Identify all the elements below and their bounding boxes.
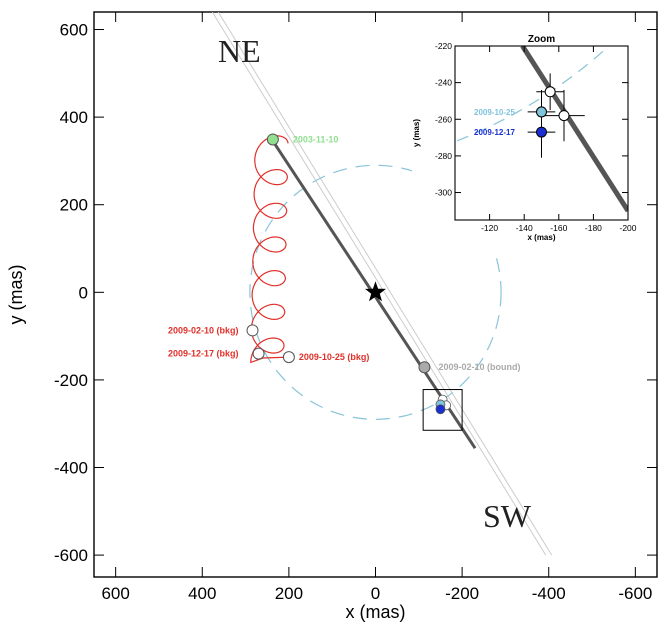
y-tick-label: 400 <box>60 108 88 127</box>
point-label: 2009-12-17 (bkg) <box>168 349 239 359</box>
data-point <box>435 404 446 415</box>
zoom-y-axis-label: y (mas) <box>412 119 421 147</box>
y-tick-label: 600 <box>60 21 88 40</box>
zoom-region-box <box>422 389 463 431</box>
direction-label-sw: SW <box>483 498 532 534</box>
data-point <box>252 347 265 360</box>
zoom-point-labels: 2009-10-25 2009-12-17 <box>474 108 515 137</box>
zoom-inset: 2009-10-25 2009-12-17 -120 -140 -160 -180 -20… <box>412 30 642 255</box>
main-axis-ticks: 600 400 200 0 -200 -400 -600 -600 -400 -200 0 200 40… <box>54 12 657 603</box>
host-star-marker <box>365 281 386 302</box>
zoom-background <box>412 30 642 255</box>
zoom-plot-frame <box>454 45 629 221</box>
zoom-data-point <box>536 106 547 118</box>
y-tick-label: -200 <box>54 371 88 390</box>
zoom-plot-area <box>455 46 628 213</box>
zoom-point-label: 2009-10-25 <box>474 108 515 117</box>
main-plot-area <box>211 12 553 556</box>
data-point <box>418 361 431 374</box>
point-label: 2009-02-10 (bkg) <box>168 325 239 335</box>
data-point <box>282 351 295 364</box>
y-tick-label: 200 <box>60 196 88 215</box>
point-labels: 2003-11-10 2009-02-10 (bound) 2009-02-10 (… <box>168 134 521 372</box>
zoom-x-axis-label: x (mas) <box>527 233 555 242</box>
x-tick-label: 0 <box>371 584 380 603</box>
data-point <box>246 324 259 337</box>
x-tick-label: 200 <box>275 584 303 603</box>
x-tick-label: 400 <box>188 584 216 603</box>
zoom-data-point <box>536 126 547 138</box>
track-extension-line <box>211 12 547 556</box>
x-tick-label: 600 <box>101 584 129 603</box>
point-label: 2009-10-25 (bkg) <box>299 352 370 362</box>
zoom-x-tick-label: -140 <box>516 223 533 233</box>
zoom-x-tick-label: -120 <box>481 223 498 233</box>
zoom-y-tick-label: -240 <box>435 78 452 88</box>
x-tick-label: -400 <box>532 584 566 603</box>
y-tick-label: -600 <box>54 546 88 565</box>
zoom-y-tick-label: -300 <box>435 188 452 198</box>
point-label: 2003-11-10 <box>293 134 339 144</box>
zoom-y-tick-label: -280 <box>435 151 452 161</box>
point-label: 2009-02-10 (bound) <box>438 362 520 372</box>
track-extension-line <box>217 12 553 556</box>
background-motion-track <box>250 135 289 364</box>
x-tick-label: -600 <box>618 584 652 603</box>
zoom-data-point <box>544 86 556 98</box>
zoom-point-label: 2009-12-17 <box>474 128 515 137</box>
y-tick-label: 0 <box>79 283 88 302</box>
x-tick-label: -200 <box>445 584 479 603</box>
main-plot: 600 400 200 0 -200 -400 -600 -600 -400 -200 0 200 40… <box>6 11 658 622</box>
zoom-x-tick-label: -200 <box>619 223 636 233</box>
y-tick-label: -400 <box>54 459 88 478</box>
zoom-x-tick-label: -160 <box>550 223 567 233</box>
main-y-axis-label: y (mas) <box>6 265 26 325</box>
zoom-title: Zoom <box>528 34 555 45</box>
main-x-axis-label: x (mas) <box>346 602 406 622</box>
direction-label-ne: NE <box>218 33 261 69</box>
zoom-y-tick-label: -260 <box>435 114 452 124</box>
data-point <box>266 133 279 146</box>
separation-circle <box>249 164 502 420</box>
zoom-axis-ticks: -120 -140 -160 -180 -200 -300 -280 -260 -240 -220 <box>435 41 637 233</box>
zoom-x-tick-label: -180 <box>585 223 602 233</box>
zoom-data-point <box>558 110 570 122</box>
zoom-y-tick-label: -220 <box>435 41 452 51</box>
zoom-bound-track <box>520 46 628 213</box>
